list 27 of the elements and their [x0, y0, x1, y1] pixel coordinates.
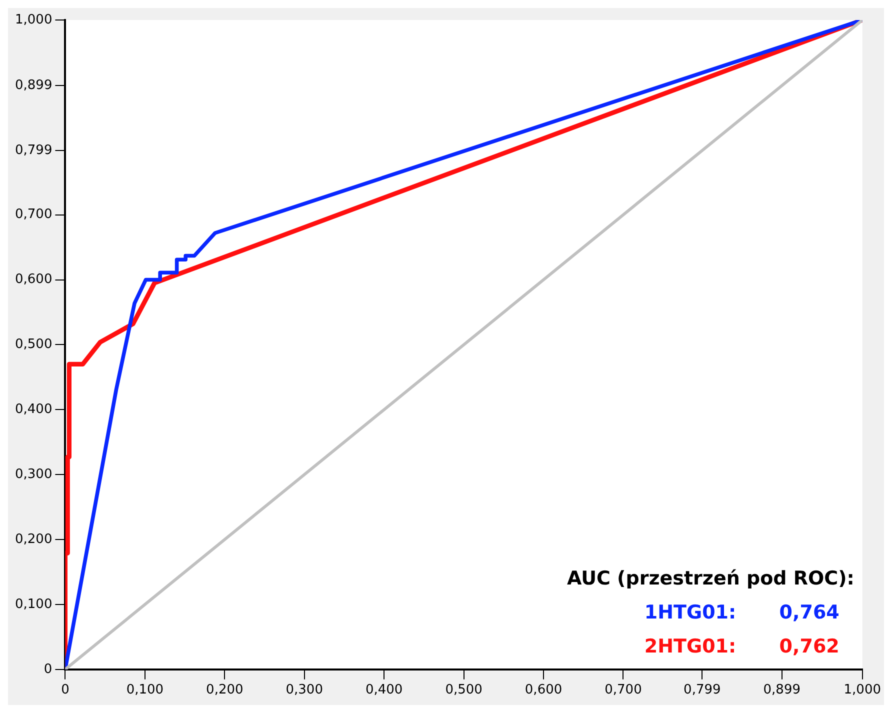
- x-tick-label: 0,200: [206, 682, 244, 698]
- text: 1HTG01:: [644, 601, 736, 624]
- x-tick-label: 0,799: [684, 682, 721, 698]
- x-tick-label: 0,899: [763, 682, 800, 698]
- y-tick-label: 0,799: [15, 142, 52, 158]
- x-tick-label: 0,700: [604, 682, 642, 698]
- x-tick-label: 1,000: [844, 682, 881, 698]
- x-tick-label: 0,300: [286, 682, 323, 698]
- y-tick-label: 0,899: [15, 78, 52, 93]
- y-tick-label: 0,500: [15, 337, 52, 352]
- annotation: 0,764: [779, 601, 840, 624]
- x-tick-label: 0,400: [365, 682, 403, 698]
- x-tick-label: 0: [61, 682, 70, 698]
- x-tick-label: 0,600: [524, 682, 562, 698]
- legend-title: AUC (przestrzeń pod ROC):: [566, 567, 854, 590]
- y-tick-label: 0,100: [15, 596, 52, 612]
- y-tick-label: 0,600: [15, 272, 52, 288]
- y-tick-label: 0,400: [15, 402, 52, 418]
- y-tick-label: 1,000: [15, 12, 52, 28]
- y-tick-label: 0,300: [15, 466, 52, 482]
- text: 2HTG01:: [644, 635, 736, 658]
- y-tick-label: 0,200: [15, 532, 52, 547]
- annotation: 0,762: [779, 635, 840, 658]
- x-tick-label: 0,500: [445, 682, 482, 698]
- y-tick-label: 0,700: [15, 207, 52, 222]
- x-tick-label: 0,100: [126, 682, 164, 698]
- y-tick-label: 0: [44, 662, 52, 677]
